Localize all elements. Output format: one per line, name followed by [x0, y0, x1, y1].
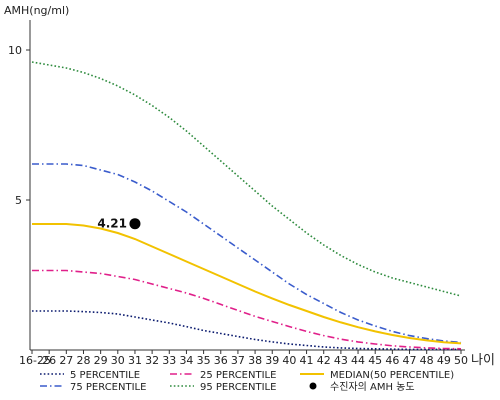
series-line-3 [31, 61, 462, 297]
x-tick-label: 38 [248, 354, 262, 367]
x-axis-label: 나이 [471, 353, 495, 368]
axes [29, 20, 465, 351]
series-line-4 [32, 223, 462, 345]
x-tick-label: 27 [59, 354, 73, 367]
x-tick-label: 46 [385, 354, 399, 367]
legend-label-1: 75 PERCENTILE [70, 382, 146, 393]
x-tick-label: 40 [282, 354, 296, 367]
x-tick-label: 34 [179, 354, 193, 367]
series-line-2 [32, 269, 462, 350]
x-tick-label: 32 [145, 354, 159, 367]
x-tick-label: 45 [368, 354, 382, 367]
series-line-1 [32, 163, 462, 344]
x-tick-label: 37 [231, 354, 245, 367]
x-tick-label: 41 [300, 354, 314, 367]
x-tick-label: 48 [420, 354, 434, 367]
patient-amh-value-label: 4.21 [97, 217, 127, 231]
x-tick-label: 39 [265, 354, 279, 367]
patient-amh-point [129, 218, 141, 230]
series-lines [31, 61, 462, 351]
y-axis-label: AMH(ng/ml) [4, 4, 69, 17]
legend-label-4: MEDIAN(50 PERCENTILE) [330, 370, 454, 381]
legend-label-0: 5 PERCENTILE [70, 370, 140, 381]
legend-label-2: 25 PERCENTILE [200, 370, 276, 381]
x-tick-label: 44 [351, 354, 365, 367]
legend-point-marker [309, 382, 317, 390]
y-ticks: 5 10 [8, 44, 30, 207]
x-tick-label: 43 [334, 354, 348, 367]
x-tick-label: 31 [128, 354, 142, 367]
patient-point-group: 4.21 [97, 217, 141, 231]
y-tick-label: 10 [8, 44, 22, 57]
x-tick-label: 16-25 [19, 354, 51, 367]
x-tick-label: 35 [197, 354, 211, 367]
x-tick-label: 26 [42, 354, 56, 367]
x-tick-label: 36 [214, 354, 228, 367]
x-tick-label: 30 [111, 354, 125, 367]
x-tick-label: 42 [317, 354, 331, 367]
x-tick-label: 33 [162, 354, 176, 367]
x-tick-label: 47 [403, 354, 417, 367]
x-tick-label: 49 [437, 354, 451, 367]
y-tick-label: 5 [15, 194, 22, 207]
x-tick-label: 29 [94, 354, 108, 367]
legend-point-label: 수진자의 AMH 농도 [330, 381, 415, 393]
series-line-0 [32, 310, 461, 351]
legend-label-3: 95 PERCENTILE [200, 382, 276, 393]
x-tick-label: 50 [454, 354, 468, 367]
x-tick-label: 28 [76, 354, 90, 367]
